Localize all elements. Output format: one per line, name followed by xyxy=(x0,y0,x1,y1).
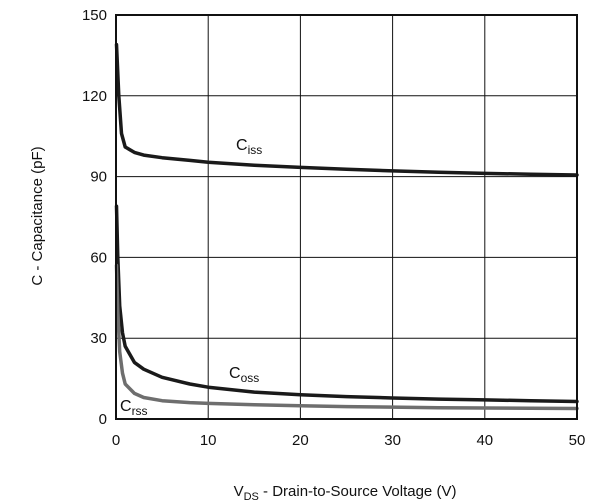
y-tick-label-5: 150 xyxy=(82,7,107,24)
y-tick-label-1: 30 xyxy=(90,330,107,347)
series-label-sub: rss xyxy=(132,404,148,418)
plot-frame xyxy=(115,14,578,420)
x-tick-label-3: 30 xyxy=(384,432,401,449)
y-axis-title: C - Capacitance (pF) xyxy=(29,146,46,285)
series-line-crss xyxy=(114,263,579,411)
series-label-main: C xyxy=(120,398,132,415)
x-tick-label-2: 20 xyxy=(292,432,309,449)
x-axis-title-rest: - Drain-to-Source Voltage (V) xyxy=(259,483,457,500)
series-lines xyxy=(114,42,579,411)
series-label-sub: iss xyxy=(248,143,263,157)
x-tick-label-4: 40 xyxy=(476,432,493,449)
series-label-main: C xyxy=(236,137,248,154)
series-label-crss: Crss xyxy=(120,398,148,418)
y-tick-label-0: 0 xyxy=(99,411,107,428)
x-axis-title: VDS - Drain-to-Source Voltage (V) xyxy=(234,483,457,503)
tick-labels: 0 10 20 30 40 50 0 30 60 90 120 150 xyxy=(82,7,585,449)
x-tick-label-0: 0 xyxy=(112,432,120,449)
series-label-ciss: Ciss xyxy=(236,137,262,157)
x-axis-title-sub: DS xyxy=(244,491,259,503)
series-label-sub: oss xyxy=(241,371,260,385)
series-line-ciss xyxy=(114,42,579,177)
x-axis-title-main: V xyxy=(234,483,244,500)
y-tick-label-2: 60 xyxy=(90,249,107,266)
x-tick-label-1: 10 xyxy=(200,432,217,449)
grid xyxy=(115,14,578,420)
series-label-coss: Coss xyxy=(229,365,259,385)
y-tick-label-4: 120 xyxy=(82,88,107,105)
series-line-coss xyxy=(114,204,579,404)
series-label-main: C xyxy=(229,365,241,382)
x-tick-label-5: 50 xyxy=(569,432,586,449)
y-tick-label-3: 90 xyxy=(90,169,107,186)
